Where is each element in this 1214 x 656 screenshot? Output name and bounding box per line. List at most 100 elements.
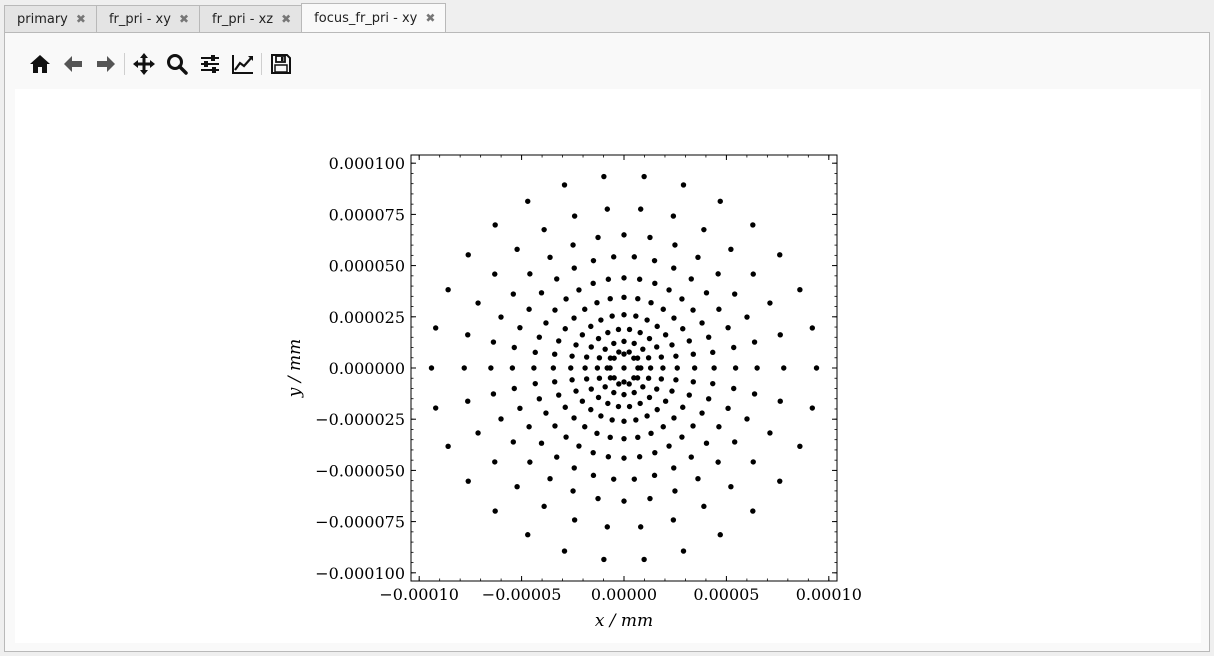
- data-point[interactable]: [541, 503, 547, 510]
- data-point[interactable]: [510, 291, 517, 297]
- data-point[interactable]: [588, 344, 594, 350]
- data-point[interactable]: [744, 416, 750, 422]
- data-point[interactable]: [716, 306, 722, 312]
- data-point[interactable]: [647, 365, 654, 371]
- data-point[interactable]: [695, 475, 701, 482]
- edit-axis-button[interactable]: [226, 48, 259, 80]
- data-point[interactable]: [731, 344, 737, 351]
- data-point[interactable]: [526, 306, 532, 312]
- data-point[interactable]: [615, 326, 622, 333]
- data-point[interactable]: [641, 556, 647, 563]
- data-point[interactable]: [716, 424, 722, 430]
- pan-button[interactable]: [127, 48, 160, 80]
- data-point[interactable]: [432, 325, 439, 331]
- data-point[interactable]: [647, 495, 653, 502]
- data-point[interactable]: [648, 300, 654, 306]
- data-point[interactable]: [631, 340, 637, 347]
- data-point[interactable]: [654, 386, 660, 392]
- data-point[interactable]: [498, 416, 504, 422]
- data-point[interactable]: [594, 300, 600, 306]
- data-point[interactable]: [631, 375, 637, 381]
- data-point[interactable]: [636, 454, 643, 460]
- data-point[interactable]: [646, 394, 653, 401]
- data-point[interactable]: [571, 213, 578, 219]
- data-point[interactable]: [767, 300, 773, 306]
- data-point[interactable]: [601, 556, 607, 563]
- data-point[interactable]: [588, 406, 594, 413]
- data-point[interactable]: [514, 246, 520, 252]
- scatter-plot[interactable]: −0.00010 −0.00005 0.00000 0.00005 0.00010 0.0…: [15, 89, 1201, 643]
- data-point[interactable]: [705, 396, 712, 402]
- data-point[interactable]: [637, 206, 644, 212]
- data-point[interactable]: [626, 381, 632, 387]
- data-point[interactable]: [596, 375, 603, 381]
- data-point[interactable]: [543, 410, 549, 416]
- data-point[interactable]: [646, 335, 653, 342]
- data-point[interactable]: [662, 332, 669, 338]
- data-point[interactable]: [637, 329, 643, 336]
- data-point[interactable]: [498, 314, 504, 320]
- data-point[interactable]: [652, 449, 658, 456]
- back-button[interactable]: [56, 48, 89, 80]
- data-point[interactable]: [570, 242, 576, 248]
- data-point[interactable]: [732, 365, 739, 371]
- data-point[interactable]: [654, 323, 660, 330]
- data-point[interactable]: [680, 326, 686, 332]
- data-point[interactable]: [475, 430, 481, 436]
- data-point[interactable]: [703, 440, 710, 446]
- data-point[interactable]: [492, 271, 498, 277]
- data-point[interactable]: [691, 365, 698, 371]
- data-point[interactable]: [547, 254, 553, 261]
- figure-canvas[interactable]: −0.00010 −0.00005 0.00000 0.00005 0.00010 0.0…: [15, 89, 1201, 643]
- data-point[interactable]: [777, 332, 783, 338]
- data-point[interactable]: [671, 465, 677, 471]
- data-point[interactable]: [725, 324, 731, 331]
- data-point[interactable]: [754, 365, 760, 371]
- data-point[interactable]: [492, 222, 498, 228]
- data-point[interactable]: [636, 276, 643, 282]
- data-point[interactable]: [654, 344, 660, 350]
- data-point[interactable]: [750, 459, 756, 465]
- data-point[interactable]: [573, 388, 579, 394]
- data-point[interactable]: [605, 454, 612, 460]
- data-point[interactable]: [604, 524, 611, 530]
- data-point[interactable]: [607, 434, 613, 441]
- data-point[interactable]: [582, 424, 588, 430]
- data-point[interactable]: [561, 182, 568, 188]
- data-point[interactable]: [596, 355, 603, 361]
- data-point[interactable]: [602, 346, 608, 352]
- configure-subplots-button[interactable]: [193, 48, 226, 80]
- data-point[interactable]: [777, 398, 783, 404]
- data-point[interactable]: [660, 365, 666, 371]
- data-point[interactable]: [461, 365, 467, 371]
- data-point[interactable]: [669, 342, 675, 348]
- data-point[interactable]: [679, 296, 685, 302]
- data-point[interactable]: [527, 271, 533, 277]
- data-point[interactable]: [621, 435, 627, 442]
- data-point[interactable]: [488, 365, 494, 371]
- data-point[interactable]: [492, 459, 498, 465]
- data-point[interactable]: [809, 325, 816, 331]
- data-point[interactable]: [638, 365, 644, 371]
- data-point[interactable]: [679, 434, 685, 440]
- data-point[interactable]: [611, 476, 617, 482]
- data-point[interactable]: [611, 375, 617, 381]
- close-tab-icon[interactable]: ✖: [75, 12, 86, 26]
- forward-button[interactable]: [89, 48, 122, 80]
- data-point[interactable]: [777, 252, 783, 258]
- data-point[interactable]: [465, 252, 471, 258]
- data-point[interactable]: [750, 222, 756, 228]
- data-point[interactable]: [532, 380, 538, 387]
- data-point[interactable]: [576, 443, 582, 449]
- data-point[interactable]: [631, 355, 637, 361]
- data-point[interactable]: [731, 385, 737, 392]
- data-point[interactable]: [509, 365, 516, 371]
- data-point[interactable]: [626, 403, 633, 410]
- data-point[interactable]: [569, 377, 575, 383]
- data-point[interactable]: [582, 365, 588, 371]
- data-point[interactable]: [652, 280, 658, 287]
- data-point[interactable]: [598, 413, 604, 419]
- data-point[interactable]: [605, 329, 611, 336]
- data-point[interactable]: [626, 349, 632, 355]
- data-point[interactable]: [671, 315, 677, 321]
